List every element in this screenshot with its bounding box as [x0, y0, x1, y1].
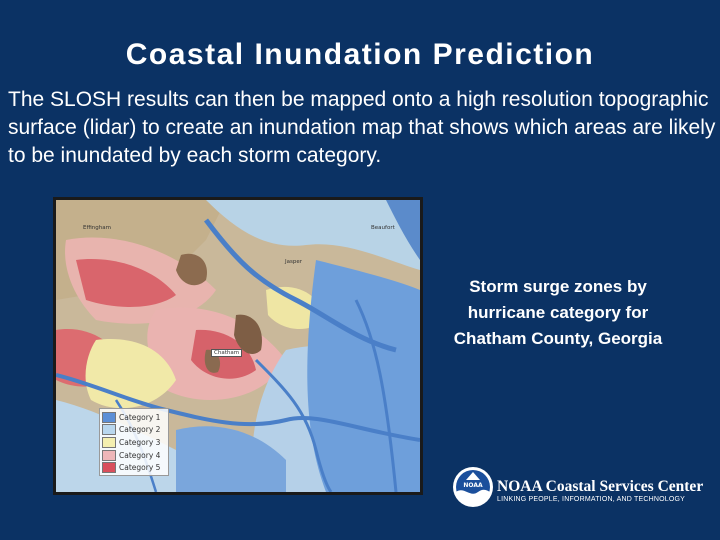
legend-label: Category 3 — [119, 437, 161, 447]
noaa-logo-text: NOAA — [463, 482, 483, 489]
legend-item: Category 3 — [102, 436, 166, 449]
map-image — [56, 200, 420, 492]
caption-line: hurricane category for — [467, 303, 649, 322]
legend-swatch — [102, 411, 116, 423]
legend-label: Category 5 — [119, 463, 161, 473]
town-label: Effingham — [83, 225, 111, 231]
caption-line: Storm surge zones by — [469, 277, 647, 296]
town-label: Jasper — [285, 259, 302, 265]
legend-item: Category 2 — [102, 424, 166, 437]
map-caption: Storm surge zones by hurricane category … — [430, 274, 686, 352]
legend-swatch — [102, 462, 116, 474]
legend-item: Category 1 — [102, 411, 166, 424]
legend-label: Category 2 — [119, 425, 161, 435]
inundation-map: Effingham Beaufort Jasper Chatham — [53, 197, 423, 495]
legend-item: Category 4 — [102, 449, 166, 462]
legend-swatch — [102, 436, 116, 448]
slide-body-text: The SLOSH results can then be mapped ont… — [8, 88, 716, 167]
town-label: Beaufort — [371, 225, 395, 231]
organization-name: NOAA Coastal Services Center — [497, 478, 704, 495]
legend-label: Category 1 — [119, 412, 161, 422]
noaa-footer: NOAA NOAA Coastal Services Center LINKIN… — [452, 466, 704, 516]
noaa-logo-icon: NOAA — [453, 467, 493, 507]
legend-label: Category 4 — [119, 450, 161, 460]
caption-line: Chatham County, Georgia — [453, 329, 663, 348]
town-label: Chatham — [211, 349, 243, 357]
legend-swatch — [102, 449, 116, 461]
legend-swatch — [102, 424, 116, 436]
slide-title: Coastal Inundation Prediction — [125, 38, 595, 71]
legend-item: Category 5 — [102, 461, 166, 474]
map-legend: Category 1 Category 2 Category 3 Categor… — [99, 408, 169, 476]
organization-tagline: LINKING PEOPLE, INFORMATION, AND TECHNOL… — [497, 496, 686, 503]
